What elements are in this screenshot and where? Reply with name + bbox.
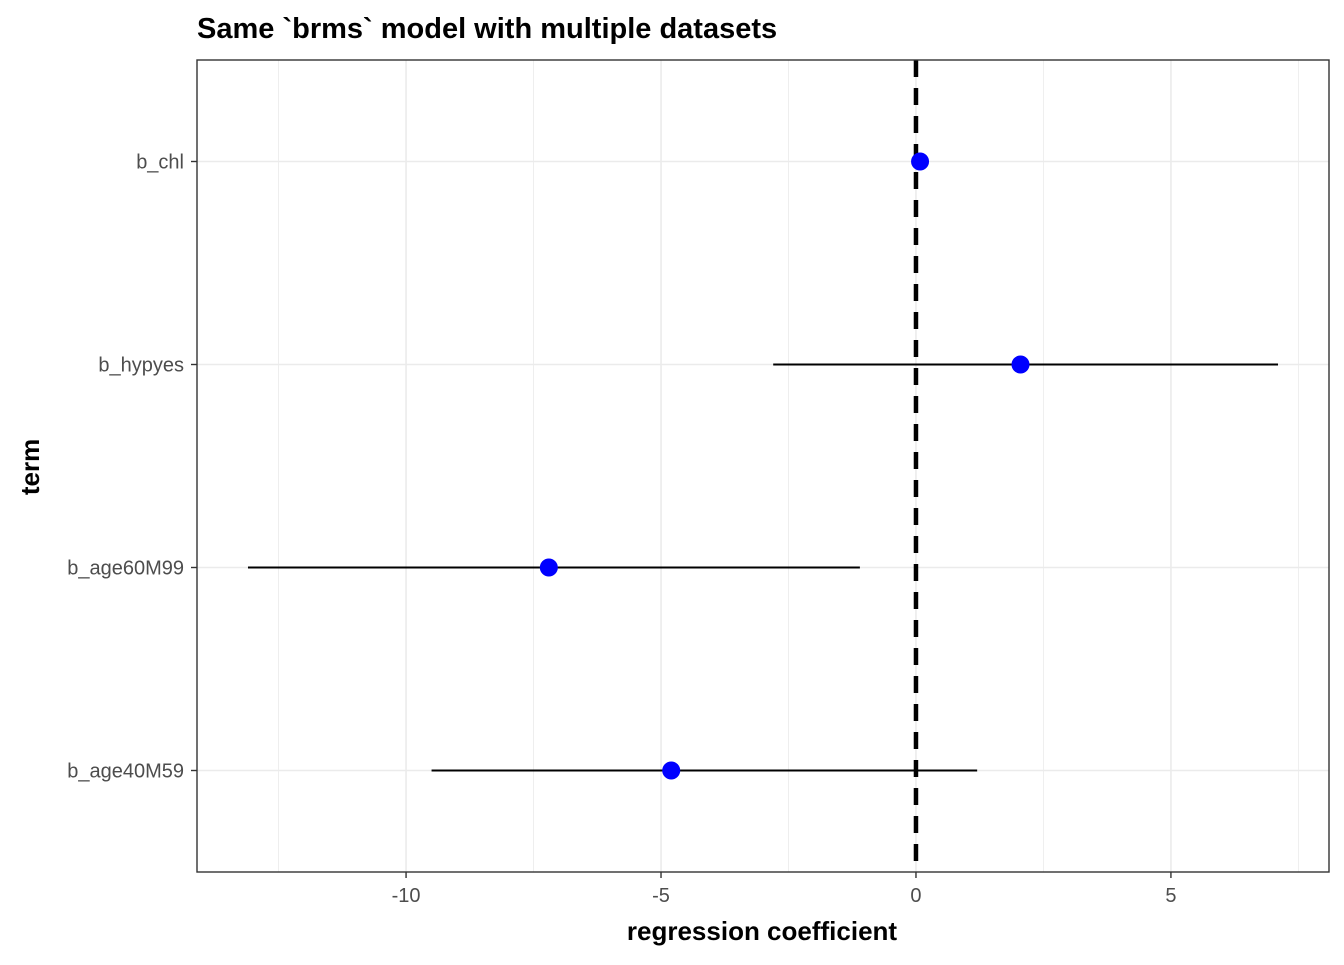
minor-gridlines <box>278 60 1299 872</box>
x-tick-label: -10 <box>392 885 421 907</box>
x-axis-ticks: -10 -5 0 5 <box>392 872 1176 907</box>
x-axis-title: regression coefficient <box>627 916 898 946</box>
major-gridlines <box>197 60 1329 872</box>
chart-title: Same `brms` model with multiple datasets <box>197 13 777 45</box>
panel-border <box>196 59 1330 873</box>
y-tick-label: b_age40M59 <box>67 761 184 783</box>
y-axis-ticks: b_chl b_hypyes b_age60M99 b_age40M59 <box>67 152 197 783</box>
interval-layer <box>247 160 1279 772</box>
x-tick-label: 0 <box>910 885 921 907</box>
point-b_hypyes <box>1011 355 1030 374</box>
point-layer <box>539 152 1030 780</box>
point-b_age60M99 <box>539 558 558 577</box>
x-tick-label: -5 <box>652 885 670 907</box>
point-b_chl <box>911 152 930 171</box>
y-tick-label: b_age60M99 <box>67 558 184 580</box>
y-tick-label: b_hypyes <box>98 355 184 377</box>
y-tick-label: b_chl <box>136 152 184 174</box>
point-b_age40M59 <box>662 761 681 780</box>
y-axis-title: term <box>15 439 45 495</box>
x-tick-label: 5 <box>1165 885 1176 907</box>
